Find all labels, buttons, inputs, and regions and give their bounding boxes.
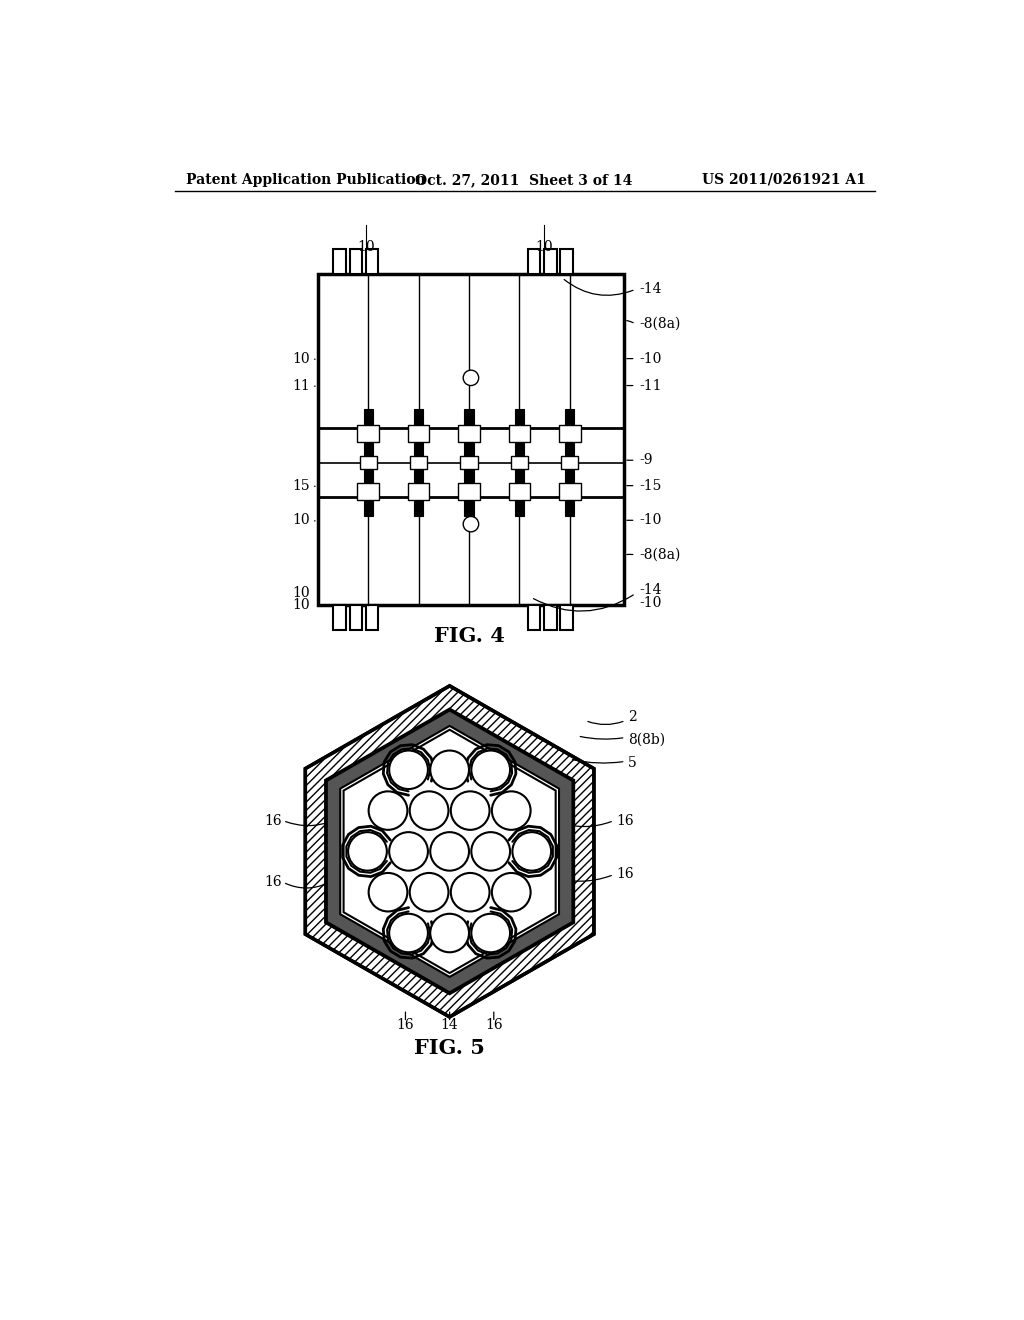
- Bar: [509, 425, 530, 442]
- Text: 10: 10: [293, 351, 310, 366]
- Bar: [349, 249, 362, 275]
- Text: Patent Application Publication: Patent Application Publication: [186, 173, 426, 187]
- Text: FIG. 4: FIG. 4: [433, 626, 505, 645]
- Bar: [544, 249, 557, 275]
- Circle shape: [451, 792, 489, 830]
- Text: 16: 16: [396, 1018, 415, 1032]
- Text: 10: 10: [293, 598, 310, 612]
- Bar: [544, 605, 557, 630]
- Circle shape: [471, 913, 510, 952]
- Text: -10: -10: [640, 597, 662, 610]
- Text: -8(8a): -8(8a): [640, 548, 681, 562]
- Bar: [458, 483, 480, 500]
- Bar: [357, 483, 379, 500]
- Circle shape: [463, 516, 478, 532]
- Polygon shape: [305, 686, 594, 1016]
- Bar: [559, 425, 581, 442]
- Bar: [560, 249, 572, 275]
- Bar: [515, 409, 524, 516]
- Text: 10: 10: [536, 240, 553, 253]
- Polygon shape: [340, 726, 559, 977]
- Circle shape: [369, 792, 408, 830]
- Text: 10: 10: [293, 586, 310, 601]
- Polygon shape: [344, 730, 556, 973]
- Text: -10: -10: [640, 513, 662, 527]
- Text: 2: 2: [628, 710, 637, 723]
- Bar: [461, 455, 477, 470]
- Bar: [410, 455, 427, 470]
- Circle shape: [369, 873, 408, 911]
- Bar: [364, 409, 373, 516]
- Text: -9: -9: [640, 453, 653, 467]
- Text: FIG. 5: FIG. 5: [414, 1038, 485, 1057]
- Circle shape: [451, 873, 489, 911]
- Text: 10: 10: [357, 240, 375, 253]
- Circle shape: [492, 873, 530, 911]
- Bar: [334, 605, 346, 630]
- Bar: [317, 275, 624, 605]
- Bar: [528, 605, 541, 630]
- Text: -8(8a): -8(8a): [640, 317, 681, 331]
- Text: 5: 5: [628, 756, 637, 770]
- Text: 16: 16: [485, 1018, 503, 1032]
- Text: 16: 16: [264, 813, 282, 828]
- Circle shape: [471, 832, 510, 871]
- Text: 8(8b): 8(8b): [628, 733, 665, 747]
- Text: Oct. 27, 2011  Sheet 3 of 14: Oct. 27, 2011 Sheet 3 of 14: [415, 173, 632, 187]
- Circle shape: [430, 832, 469, 871]
- Text: 15: 15: [293, 479, 310, 492]
- Circle shape: [512, 832, 551, 871]
- Text: -15: -15: [640, 479, 662, 492]
- Bar: [511, 455, 528, 470]
- Bar: [458, 425, 480, 442]
- Bar: [357, 425, 379, 442]
- Bar: [334, 249, 346, 275]
- Bar: [414, 409, 423, 516]
- Bar: [559, 483, 581, 500]
- Text: -14: -14: [640, 582, 662, 597]
- Bar: [528, 249, 541, 275]
- Bar: [366, 605, 378, 630]
- Bar: [408, 483, 429, 500]
- Bar: [561, 455, 579, 470]
- Text: -11: -11: [640, 379, 662, 392]
- Bar: [565, 409, 574, 516]
- Bar: [560, 605, 572, 630]
- Circle shape: [410, 873, 449, 911]
- Bar: [408, 425, 429, 442]
- Circle shape: [492, 792, 530, 830]
- Circle shape: [389, 913, 428, 952]
- Text: 11: 11: [293, 379, 310, 392]
- Bar: [349, 605, 362, 630]
- Polygon shape: [327, 710, 572, 993]
- Text: 16: 16: [616, 813, 634, 828]
- Circle shape: [389, 751, 428, 789]
- Text: US 2011/0261921 A1: US 2011/0261921 A1: [701, 173, 865, 187]
- Polygon shape: [327, 710, 572, 993]
- Circle shape: [463, 370, 478, 385]
- Bar: [359, 455, 377, 470]
- Bar: [464, 409, 474, 516]
- Circle shape: [430, 751, 469, 789]
- Text: 16: 16: [616, 867, 634, 882]
- Circle shape: [471, 751, 510, 789]
- Circle shape: [410, 792, 449, 830]
- Polygon shape: [326, 709, 573, 994]
- Circle shape: [389, 832, 428, 871]
- Text: 10: 10: [293, 513, 310, 527]
- Bar: [509, 483, 530, 500]
- Circle shape: [430, 913, 469, 952]
- Text: -14: -14: [640, 282, 662, 296]
- Text: 16: 16: [264, 875, 282, 890]
- Text: -10: -10: [640, 351, 662, 366]
- Bar: [366, 249, 378, 275]
- Circle shape: [348, 832, 387, 871]
- Text: 14: 14: [440, 1018, 459, 1032]
